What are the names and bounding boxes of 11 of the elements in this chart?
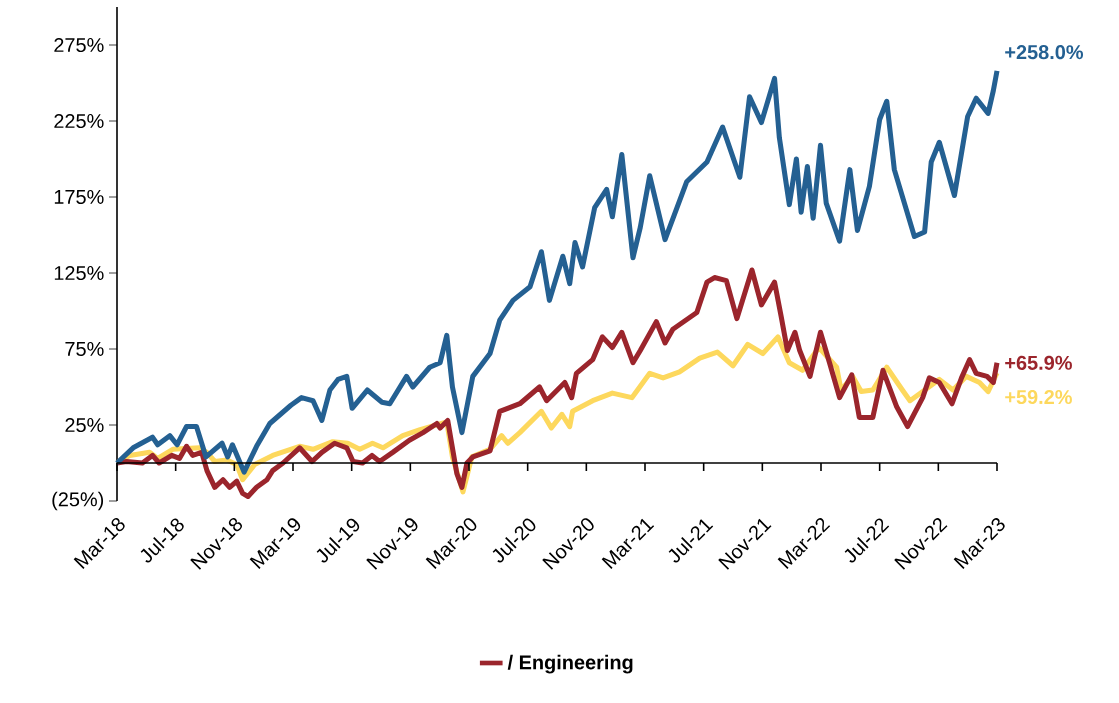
y-tick-label: 275% bbox=[54, 37, 104, 53]
y-tick-label: 125% bbox=[54, 265, 104, 281]
legend-label: / Engineering bbox=[507, 654, 633, 674]
annotation: +258.0% bbox=[1005, 45, 1084, 60]
y-tick-label: 225% bbox=[54, 113, 104, 129]
y-tick-label: 25% bbox=[65, 417, 104, 433]
annotation: +59.2% bbox=[1005, 389, 1072, 405]
y-tick-label: 175% bbox=[54, 190, 104, 205]
annotation: +65.9% bbox=[1005, 355, 1072, 370]
y-tick-label: 75% bbox=[65, 342, 104, 357]
y-tick-label: (25%) bbox=[52, 491, 104, 511]
